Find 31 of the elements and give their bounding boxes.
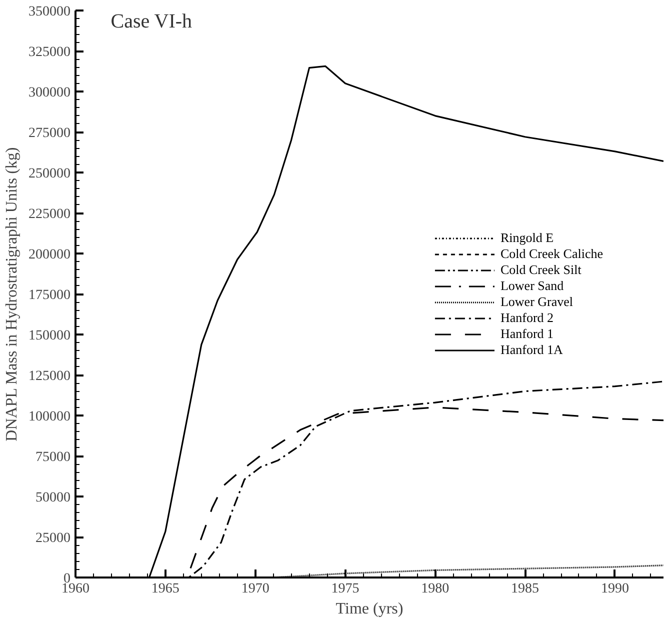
x-tick-label: 1975 — [331, 582, 360, 596]
legend-label: Hanford 1 — [500, 326, 554, 342]
y-tick-label: 200000 — [28, 248, 70, 262]
legend-label: Cold Creek Silt — [500, 262, 582, 278]
y-tick-label: 250000 — [28, 166, 70, 182]
y-tick-label: 225000 — [28, 207, 70, 222]
legend-label: Ringold E — [500, 230, 554, 246]
y-tick-label: 300000 — [28, 86, 70, 100]
legend-label: Hanford 1A — [500, 342, 563, 358]
x-tick-label: 1970 — [241, 582, 270, 596]
legend-label: Cold Creek Caliche — [500, 246, 603, 262]
y-tick-label: 175000 — [28, 288, 70, 303]
legend-label: Lower Sand — [500, 278, 564, 294]
y-tick-label: 100000 — [28, 410, 70, 424]
y-tick-label: 325000 — [28, 45, 70, 60]
y-tick-label: 25000 — [36, 531, 70, 546]
y-tick-label: 75000 — [36, 450, 70, 465]
x-tick-label: 1990 — [600, 582, 629, 596]
legend-label: Hanford 2 — [500, 310, 554, 326]
x-tick-label: 1980 — [421, 582, 450, 596]
y-tick-label: 125000 — [28, 369, 70, 384]
y-tick-label: 150000 — [28, 328, 70, 344]
x-tick-label: 1985 — [511, 582, 540, 596]
chart-title: Case VI-h — [110, 10, 192, 32]
x-tick-label: 1965 — [151, 582, 180, 596]
y-tick-label: 50000 — [36, 490, 70, 506]
legend-label: Lower Gravel — [500, 294, 574, 310]
y-tick-label: 350000 — [28, 4, 70, 20]
y-axis-title: DNAPL Mass in Hydrostratigraphi Units (kg) — [4, 147, 20, 442]
y-tick-label: 275000 — [28, 126, 70, 141]
x-axis-title: Time (yrs) — [336, 600, 404, 618]
